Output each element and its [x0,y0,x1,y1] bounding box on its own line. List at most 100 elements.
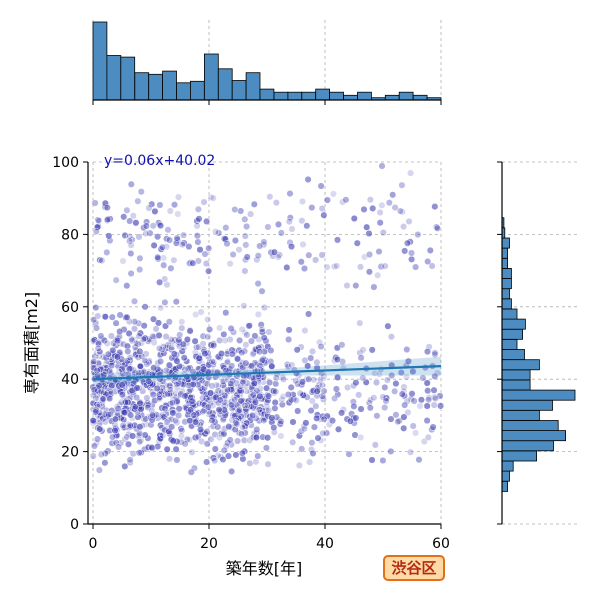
marginal-x-bar [259,88,275,101]
scatter-point [234,355,242,363]
scatter-point [260,241,268,249]
scatter-point [251,398,260,406]
scatter-point [149,315,158,323]
scatter-point [437,402,445,410]
scatter-point [173,397,181,405]
scatter-point [211,445,219,453]
scatter-point [94,344,102,352]
scatter-point [228,350,236,358]
scatter-point [124,440,133,448]
scatter-point [305,251,313,259]
scatter-point [268,362,276,370]
scatter-point [318,381,326,389]
scatter-point [116,327,124,336]
scatter-point [111,426,119,435]
scatter-point [258,356,266,364]
scatter-point [256,392,264,400]
scatter-point [313,387,321,395]
scatter-point [119,416,128,424]
scatter-point [123,342,132,350]
scatter-point [222,309,230,317]
scatter-point [154,233,162,241]
scatter-point [121,398,130,406]
scatter-point [193,222,201,230]
scatter-point [400,413,408,421]
scatter-point [101,418,109,426]
scatter-point [405,217,413,225]
scatter-point [401,247,409,255]
marginal-y-bar [501,349,525,361]
scatter-point [121,435,129,443]
scatter-point [101,449,109,457]
scatter-point [424,257,432,266]
scatter-point [227,379,235,388]
scatter-point [199,394,207,402]
scatter-point [103,204,111,212]
scatter-point [407,249,416,257]
scatter-point [128,335,136,343]
scatter-point [387,447,395,455]
scatter-point [140,322,148,330]
y-tick-label: 100 [52,155,79,171]
scatter-point [433,224,442,232]
scatter-point [424,387,432,395]
x-tick-label: 0 [89,536,98,552]
scatter-point [108,382,116,390]
scatter-point [187,406,195,414]
y-axis-label: 専有面積[m2] [22,292,41,394]
marginal-y-bar [501,470,510,482]
scatter-point [309,449,317,457]
scatter-point [127,411,135,419]
scatter-point [185,243,193,251]
scatter-point [429,423,437,431]
scatter-point [426,246,434,254]
scatter-point [328,417,337,425]
marginal-y-bar [501,237,510,249]
scatter-point [375,248,383,256]
scatter-point [388,371,396,380]
scatter-point [236,387,244,395]
scatter-point [391,387,399,395]
scatter-point [157,222,165,230]
scatter-point [334,373,342,381]
scatter-point [171,336,179,344]
scatter-point [348,410,356,418]
scatter-points [89,162,445,476]
scatter-point [224,452,233,460]
scatter-point [180,354,188,362]
scatter-point [200,365,208,373]
scatter-point [241,401,249,410]
scatter-point [127,249,135,258]
scatter-point [356,319,364,327]
scatter-point [187,468,195,476]
scatter-point [136,362,144,370]
scatter-point [206,389,215,397]
marginal-y-bar [501,328,524,340]
marginal-x-histogram [92,21,442,101]
scatter-point [103,339,111,347]
scatter-point [170,256,178,264]
scatter-point [243,331,251,339]
scatter-point [392,411,400,419]
scatter-point [174,193,183,201]
scatter-point [101,313,109,321]
scatter-point [333,262,341,270]
regression-confidence-band [93,356,441,385]
scatter-point [167,264,175,272]
scatter-point [145,204,153,212]
scatter-point [306,458,314,466]
scatter-point [112,319,120,327]
scatter-point [108,439,116,447]
scatter-point [172,298,180,306]
scatter-point [161,275,169,283]
scatter-point [216,336,224,344]
scatter-point [170,350,178,358]
scatter-point [130,325,139,333]
scatter-point [231,396,239,404]
scatter-point [92,394,100,402]
scatter-point [312,402,320,410]
scatter-point [415,456,423,464]
scatter-point [96,425,104,433]
scatter-point [137,339,145,347]
scatter-point [139,387,147,395]
